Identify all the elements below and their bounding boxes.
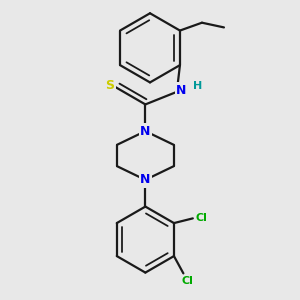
- Text: S: S: [105, 79, 114, 92]
- Text: Cl: Cl: [181, 276, 193, 286]
- Text: Cl: Cl: [196, 213, 208, 224]
- Text: N: N: [176, 84, 187, 97]
- Text: H: H: [193, 81, 202, 91]
- Text: N: N: [140, 124, 151, 138]
- Text: N: N: [140, 173, 151, 186]
